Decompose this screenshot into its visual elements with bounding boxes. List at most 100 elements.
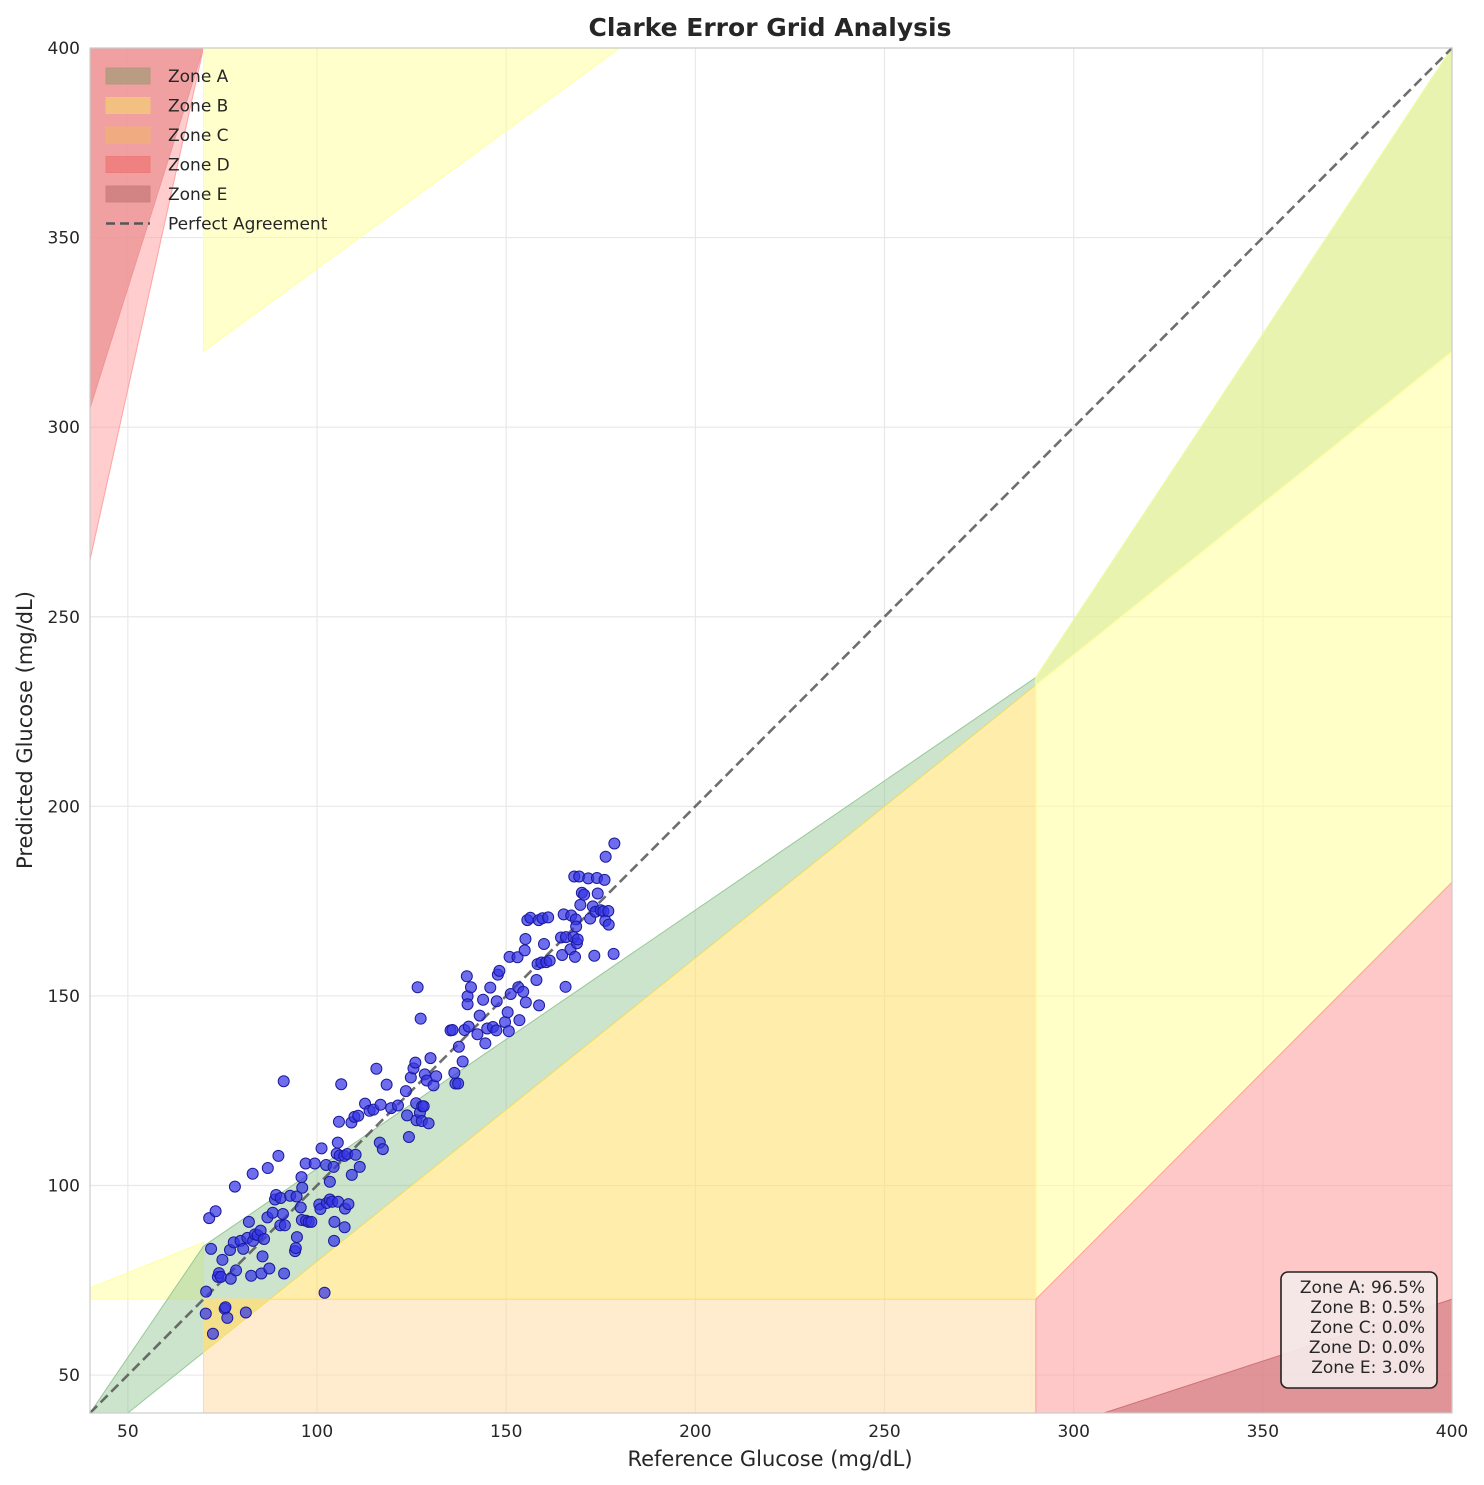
data-point	[533, 999, 546, 1012]
data-point	[239, 1306, 252, 1319]
data-point	[323, 1175, 336, 1188]
data-point	[430, 1070, 443, 1083]
data-point	[414, 1012, 427, 1025]
legend: Zone A Zone B Zone C Zone D Zone E Perfect Ag…	[105, 67, 328, 235]
data-point	[318, 1286, 331, 1299]
legend-label: Zone A	[168, 67, 229, 87]
data-point	[578, 888, 591, 901]
data-point	[402, 1130, 415, 1143]
y-tick-label: 200	[48, 797, 80, 817]
plot-frame	[89, 47, 1453, 1414]
x-tick-label: 100	[301, 1422, 333, 1442]
data-point	[199, 1307, 212, 1320]
data-point	[460, 970, 473, 983]
y-tick-label: 300	[48, 418, 80, 438]
zone-c-lower-strip	[203, 1298, 1037, 1414]
data-point	[411, 981, 424, 994]
legend-swatch	[105, 97, 151, 114]
chart-title: Clarke Error Grid Analysis	[589, 13, 952, 42]
data-point	[571, 933, 584, 946]
data-point	[278, 1267, 291, 1280]
data-point	[290, 1190, 303, 1203]
data-point	[338, 1221, 351, 1234]
data-point	[276, 1207, 289, 1220]
data-point	[493, 964, 506, 977]
data-point	[569, 950, 582, 963]
data-point	[308, 1157, 321, 1170]
data-point	[237, 1242, 250, 1255]
data-point	[518, 944, 531, 957]
data-point	[315, 1142, 328, 1155]
data-point	[245, 1269, 258, 1282]
data-point	[335, 1078, 348, 1091]
data-point	[513, 1014, 526, 1027]
data-point	[219, 1301, 232, 1314]
y-axis-label: Predicted Glucose (mg/dL)	[13, 591, 37, 869]
stats-box-frame	[1280, 1271, 1438, 1389]
data-point	[598, 873, 611, 886]
data-point	[289, 1242, 302, 1255]
data-point	[246, 1167, 259, 1180]
data-point	[352, 1109, 365, 1122]
data-point	[261, 1162, 274, 1175]
perfect-agreement-line	[89, 47, 1453, 1414]
y-tick-label: 150	[48, 987, 80, 1007]
legend-swatch	[105, 67, 151, 85]
legend-label: Zone D	[168, 156, 230, 176]
x-tick-label: 250	[868, 1422, 900, 1442]
data-point	[342, 1198, 355, 1211]
data-point	[519, 933, 532, 946]
legend-swatch	[105, 156, 151, 173]
data-point	[484, 981, 497, 994]
x-tick-label: 400	[1436, 1422, 1468, 1442]
data-point	[477, 993, 490, 1006]
data-point	[570, 920, 583, 933]
data-point	[542, 911, 555, 924]
data-point	[272, 1149, 285, 1162]
data-point	[205, 1242, 218, 1255]
data-point	[401, 1109, 414, 1122]
data-point	[214, 1270, 227, 1283]
x-axis-label: Reference Glucose (mg/dL)	[627, 1447, 912, 1471]
x-tick-label: 50	[117, 1422, 139, 1442]
data-point	[391, 1099, 404, 1112]
data-point	[294, 1201, 307, 1214]
data-point	[446, 1024, 459, 1037]
y-tick-label: 100	[48, 1177, 80, 1197]
y-tick-label: 350	[48, 229, 80, 249]
data-point	[504, 988, 517, 1001]
data-point	[574, 898, 587, 911]
data-point	[556, 948, 569, 961]
legend-label: Zone E	[168, 185, 227, 205]
data-point	[278, 1219, 291, 1232]
data-point	[228, 1180, 241, 1193]
data-point	[543, 954, 556, 967]
data-point	[353, 1160, 366, 1173]
data-point	[374, 1098, 387, 1111]
data-point	[471, 1028, 484, 1041]
data-point	[473, 1009, 486, 1022]
data-point	[376, 1143, 389, 1156]
data-point	[462, 1020, 475, 1033]
x-tick-label: 200	[679, 1422, 711, 1442]
data-points	[199, 837, 621, 1340]
data-point	[424, 1052, 437, 1065]
data-point	[490, 1024, 503, 1037]
data-point	[331, 1136, 344, 1149]
data-point	[345, 1168, 358, 1181]
tick-labels: 50 100 150 200 250 300 350 400 50 100 150 200 250 300…	[48, 39, 1469, 1442]
stats-line: Zone A: 96.5%	[1300, 1278, 1425, 1298]
data-point	[599, 850, 612, 863]
data-point	[263, 1262, 276, 1275]
data-point	[607, 947, 620, 960]
data-point	[258, 1232, 271, 1245]
data-point	[295, 1171, 308, 1184]
y-tick-label: 50	[58, 1366, 80, 1386]
data-point	[456, 1055, 469, 1068]
data-point	[452, 1040, 465, 1053]
data-point	[216, 1253, 229, 1266]
data-point	[305, 1215, 318, 1228]
data-point	[591, 887, 604, 900]
data-point	[332, 1115, 345, 1128]
data-point	[559, 980, 572, 993]
